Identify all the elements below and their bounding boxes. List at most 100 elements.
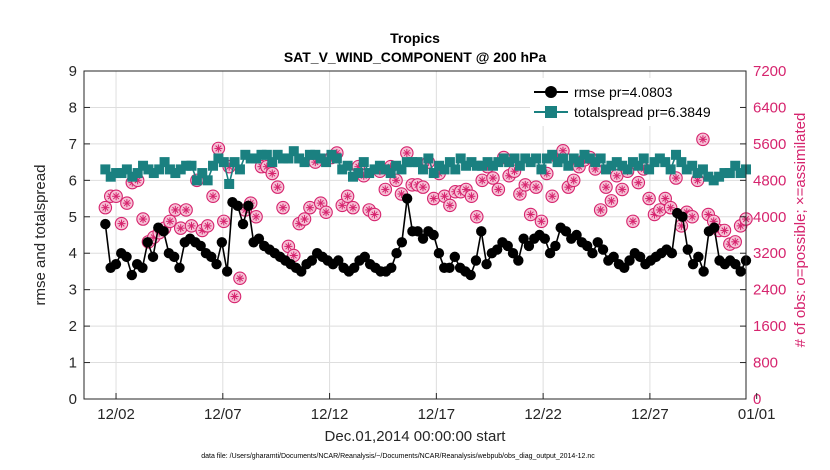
rmse-point (624, 255, 635, 266)
obs-count-point (717, 223, 732, 238)
spread-point (649, 157, 660, 168)
spread-point (536, 164, 547, 175)
obs-count-point (120, 196, 134, 210)
spread-point (644, 164, 655, 175)
spread-point (708, 175, 719, 186)
spread-point (256, 149, 267, 160)
rmse-point (412, 226, 423, 237)
y-tick-label: 1 (69, 355, 77, 372)
spread-point (606, 160, 617, 171)
rmse-point (232, 200, 243, 212)
obs-count-point (233, 271, 247, 286)
rmse-point (237, 218, 249, 230)
spread-point (520, 153, 531, 164)
rmse-point (470, 255, 482, 266)
obs-count-point (685, 210, 699, 224)
spread-point (380, 164, 391, 175)
obs-count-point (303, 200, 317, 215)
legend: rmse pr=4.0803 totalspread pr=6.3849 (530, 78, 740, 126)
y-tick-label: 7 (69, 136, 77, 153)
spread-point (671, 149, 682, 160)
spread-point (391, 160, 402, 171)
x-tick-label: 01/01 (738, 406, 776, 423)
x-tick-label: 12/02 (97, 406, 135, 423)
spread-point (595, 153, 606, 164)
x-tick-label: 12/07 (204, 406, 242, 423)
y2-tick-label: 4000 (753, 209, 786, 226)
rmse-point (465, 269, 476, 281)
rmse-point (518, 233, 529, 244)
rmse-point (296, 266, 307, 277)
spread-point (611, 157, 622, 168)
spread-point (498, 153, 509, 164)
rmse-point (592, 237, 603, 248)
spread-point (396, 164, 407, 175)
chart-subtitle: SAT_V_WIND_COMPONENT @ 200 hPa (284, 49, 547, 65)
y2-tick-label: 2400 (753, 282, 786, 299)
spread-point (175, 164, 186, 175)
spread-point (531, 153, 542, 164)
spread-point (267, 157, 278, 168)
spread-point (218, 157, 229, 168)
spread-point (143, 164, 154, 175)
obs-count-point (319, 205, 333, 219)
y2-tick-label: 0 (753, 391, 761, 408)
obs-count-point (470, 210, 484, 224)
rmse-point (687, 258, 699, 270)
legend-label-rmse: rmse pr=4.0803 (574, 84, 673, 100)
spread-point (245, 153, 256, 164)
spread-point (714, 171, 725, 182)
rmse-point (523, 240, 535, 252)
spread-point (374, 160, 385, 171)
spread-point (261, 149, 272, 160)
obs-count-point (297, 212, 312, 226)
rmse-point (444, 262, 455, 273)
rmse-point (449, 251, 460, 263)
spread-point (342, 160, 353, 171)
obs-count-point (206, 189, 220, 204)
spread-point (331, 153, 342, 164)
spread-point (730, 160, 741, 171)
spread-point (735, 168, 746, 179)
spread-point (638, 153, 649, 164)
spread-point (310, 149, 321, 160)
spread-point (676, 157, 687, 168)
y2-tick-label: 800 (753, 355, 778, 372)
rmse-point (221, 266, 233, 277)
spread-point (627, 157, 638, 168)
spread-point (369, 164, 380, 175)
y-tick-label: 9 (69, 63, 77, 80)
obs-count-point (566, 173, 581, 188)
spread-point (563, 160, 574, 171)
rmse-point (195, 240, 206, 252)
y-tick-label: 5 (69, 209, 77, 226)
obs-count-point (173, 221, 188, 235)
obs-count-point (367, 207, 382, 222)
legend-box (530, 78, 740, 126)
spread-point (590, 157, 601, 168)
axis-ticks: 0 1 2 3 4 5 6 7 8 9 0 800 1600 2400 3200 4000 4800 5600 64… (69, 63, 787, 423)
obs-count-point (459, 182, 473, 197)
spread-point (321, 157, 332, 168)
rmse-point (168, 251, 180, 263)
rmse-point (174, 262, 185, 273)
spread-point (272, 149, 283, 160)
spread-point (116, 168, 127, 179)
spread-point (654, 153, 665, 164)
obs-count-point (728, 235, 742, 249)
spread-point (703, 171, 714, 182)
spread-point (326, 149, 337, 160)
spread-point (697, 164, 708, 175)
spread-point (439, 164, 450, 175)
x-tick-label: 12/22 (524, 406, 562, 423)
rmse-point (502, 240, 513, 252)
spread-point (617, 160, 628, 171)
spread-point (208, 160, 219, 171)
obs-count-point (696, 132, 710, 147)
rmse-point (401, 193, 413, 204)
spread-point (493, 157, 504, 168)
obs-count-point (217, 214, 231, 229)
spread-point (181, 160, 192, 171)
rmse-point (730, 258, 741, 270)
series-layer (98, 132, 753, 304)
